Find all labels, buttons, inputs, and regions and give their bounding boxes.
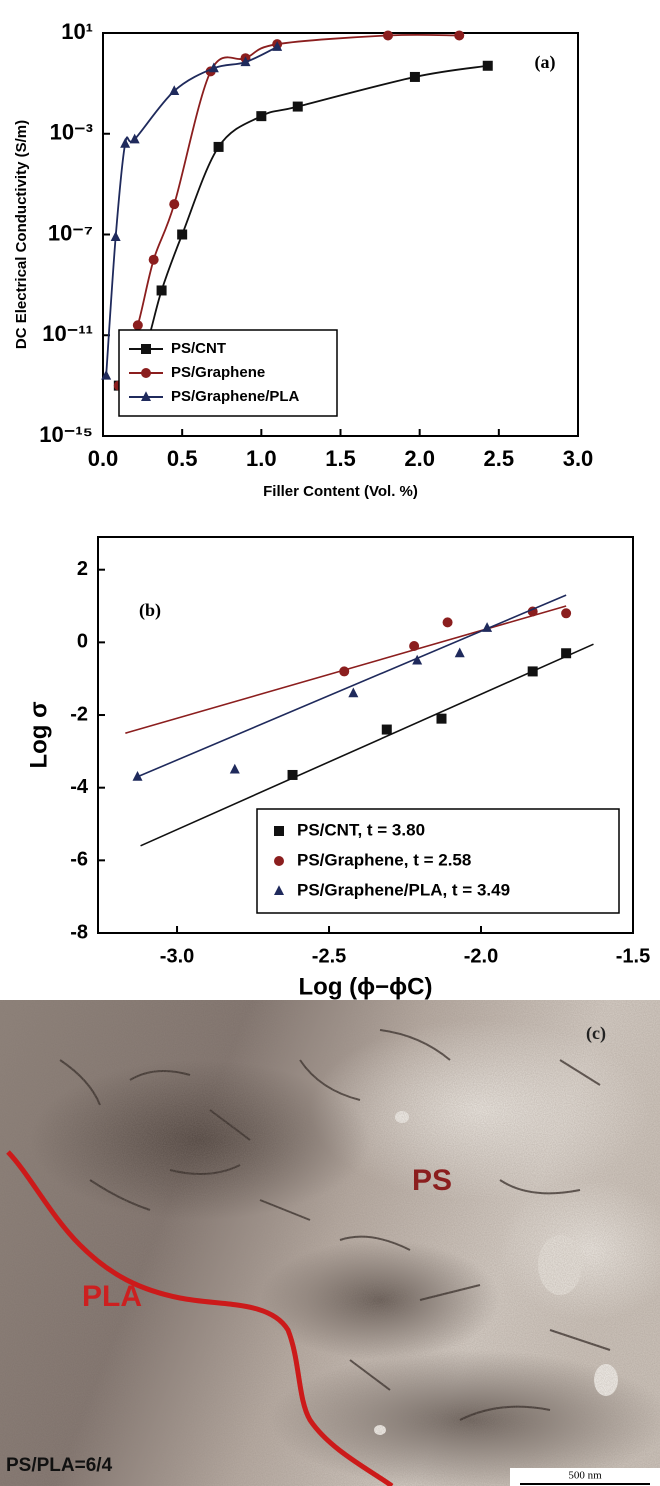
marker — [454, 647, 465, 658]
legend-label: PS/CNT — [171, 340, 226, 357]
y-axis-label: Log σ — [25, 701, 52, 768]
marker — [213, 141, 224, 152]
marker — [256, 111, 267, 122]
marker — [409, 640, 420, 651]
y-tick-label: 10¹ — [61, 19, 93, 44]
y-tick-label: -2 — [70, 703, 88, 725]
marker — [110, 231, 121, 241]
x-tick-label: 2.5 — [484, 446, 515, 471]
x-tick-label: -2.0 — [464, 945, 498, 967]
x-tick-label: 1.5 — [325, 446, 356, 471]
marker — [561, 608, 572, 619]
marker — [287, 769, 298, 780]
legend-label: PS/Graphene/PLA — [171, 388, 300, 405]
marker — [132, 320, 143, 331]
legend-marker — [141, 391, 151, 401]
legend-marker — [274, 826, 284, 836]
marker — [412, 654, 423, 665]
marker — [132, 771, 143, 781]
marker — [436, 713, 447, 724]
panel-label: (b) — [139, 600, 161, 621]
panel-label: (c) — [586, 1023, 606, 1044]
legend-box — [256, 808, 620, 914]
marker — [101, 369, 112, 380]
marker — [482, 622, 493, 632]
y-tick-label: -4 — [70, 776, 89, 798]
x-tick-label: 0.0 — [88, 446, 119, 471]
x-tick-label: -3.0 — [160, 945, 194, 967]
legend-marker — [141, 368, 151, 378]
marker — [409, 71, 420, 82]
legend-label: PS/Graphene/PLA, t = 3.49 — [297, 880, 510, 899]
composition-label: PS/PLA=6/4 — [6, 1455, 113, 1476]
y-tick-label: 10⁻³ — [50, 120, 93, 145]
panel-label: (a) — [535, 52, 556, 73]
scale-bar-box — [510, 1468, 660, 1486]
scale-bar-label: 500 nm — [568, 1470, 602, 1482]
y-tick-label: 2 — [77, 558, 88, 580]
plot-frame — [97, 536, 634, 934]
marker — [383, 30, 393, 41]
y-tick-label: 10⁻¹¹ — [42, 321, 93, 346]
micrograph: (c) PS PLA PS/PLA=6/4 500 nm — [0, 1000, 660, 1486]
x-tick-label: 1.0 — [246, 446, 277, 471]
y-tick-label: -8 — [70, 921, 88, 943]
fit-line — [137, 594, 567, 778]
marker — [156, 285, 167, 296]
marker — [120, 138, 131, 148]
legend-label: PS/Graphene, t = 2.58 — [297, 850, 471, 869]
marker — [240, 56, 251, 67]
region-label: PLA — [82, 1280, 142, 1313]
y-tick-label: 10⁻⁷ — [48, 220, 93, 245]
marker — [129, 133, 140, 144]
marker — [177, 229, 188, 240]
legend-marker — [274, 856, 284, 866]
x-tick-label: 0.5 — [167, 446, 198, 471]
marker — [561, 648, 572, 659]
marker — [208, 62, 219, 73]
legend-marker — [141, 344, 151, 354]
marker — [292, 101, 303, 112]
marker — [381, 724, 392, 735]
x-tick-label: 3.0 — [563, 446, 594, 471]
x-tick-label: 2.0 — [404, 446, 435, 471]
x-axis-label: Log (ϕ−ϕC) — [299, 973, 433, 1000]
y-axis-label: DC Electrical Conductivity (S/m) — [13, 120, 30, 349]
x-tick-label: -1.5 — [616, 945, 650, 967]
phase-boundary — [6, 1150, 394, 1486]
x-tick-label: -2.5 — [312, 945, 346, 967]
marker — [229, 763, 240, 774]
legend-label: PS/CNT, t = 3.80 — [297, 820, 425, 839]
marker — [339, 666, 350, 677]
fit-line — [140, 643, 594, 847]
marker — [169, 85, 180, 95]
y-tick-label: 10⁻¹⁵ — [39, 422, 93, 447]
marker — [454, 30, 465, 41]
marker — [482, 60, 493, 71]
marker — [442, 617, 453, 628]
marker — [169, 199, 180, 210]
marker — [348, 687, 359, 698]
y-tick-label: -6 — [70, 849, 88, 871]
x-axis-label: Filler Content (Vol. %) — [263, 483, 418, 500]
legend-marker — [274, 885, 284, 895]
y-tick-label: 0 — [77, 631, 88, 653]
region-label: PS — [412, 1164, 452, 1197]
legend-label: PS/Graphene — [171, 364, 265, 381]
marker — [148, 254, 159, 265]
marker — [527, 666, 538, 677]
marker — [272, 41, 283, 51]
grain — [0, 1000, 660, 1486]
